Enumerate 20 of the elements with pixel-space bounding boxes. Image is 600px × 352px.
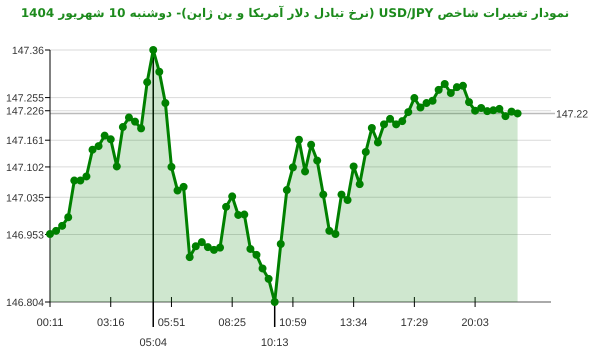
y-tick-label: 147.102	[6, 162, 44, 174]
x-tick-label: 05:51	[158, 317, 186, 329]
x-tick-label: 08:25	[218, 317, 246, 329]
x-tick-label: 20:03	[461, 317, 489, 329]
chart-title: نمودار تغییرات شاخص USD/JPY (نرخ تبادل دلار آمریکا و ین ژاپن)- دوشنبه 10 شهریور 1404	[20, 6, 570, 20]
annotation: 10:13	[260, 337, 288, 349]
x-tick-label: 00:11	[36, 317, 64, 329]
y-tick-label: 146.953	[6, 229, 44, 242]
y-tick-label: 147.36	[12, 45, 44, 57]
y-tick-label: 147.226	[6, 106, 44, 118]
y-tick-label: 147.161	[6, 135, 44, 148]
ref-line-label: 147.22	[556, 108, 588, 120]
x-tick-label: 13:34	[340, 317, 368, 329]
x-tick-label: 10:59	[279, 317, 307, 329]
x-tick-label: 03:16	[96, 317, 124, 329]
x-tick-label: 17:29	[400, 317, 428, 329]
annotation: 05:04	[139, 337, 167, 349]
y-tick-label: 146.804	[6, 297, 44, 309]
y-tick-label: 147.255	[6, 92, 44, 105]
y-tick-label: 147.035	[6, 192, 44, 204]
